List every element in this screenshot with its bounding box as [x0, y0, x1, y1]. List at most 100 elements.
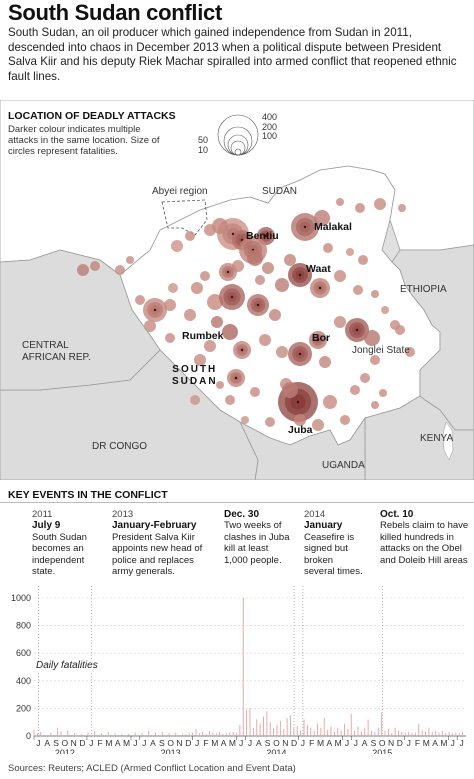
event-3: Dec. 30 Two weeks of clashes in Juba kil… — [224, 509, 302, 566]
attack-circle — [282, 382, 298, 398]
label-car: CENTRAL AFRICAN REP. — [22, 340, 91, 364]
attack-circle — [390, 320, 400, 330]
attack-circle — [381, 306, 389, 314]
events-divider — [0, 502, 474, 503]
attack-circle — [262, 262, 274, 274]
month-tick-label: F — [203, 738, 208, 748]
month-tick-label: M — [211, 738, 218, 748]
month-tick-label: F — [309, 738, 314, 748]
month-tick-label: J — [301, 738, 305, 748]
legend-note-line: circles represent fatalities. — [8, 146, 160, 157]
label-jonglei: Jonglei State — [352, 345, 410, 356]
attack-circle — [250, 387, 260, 397]
month-tick-label: F — [98, 738, 103, 748]
size-legend-labels-left: 50 10 — [198, 136, 208, 155]
event-date: Dec. 30 — [224, 509, 302, 520]
attack-circle — [77, 264, 89, 276]
attack-circle — [126, 256, 134, 264]
month-tick-label: O — [167, 738, 174, 748]
legend-label-100: 100 — [262, 132, 277, 142]
attack-circle — [334, 316, 346, 328]
attack-circle — [323, 243, 333, 253]
y-tick-label: 0 — [26, 731, 31, 741]
attack-circle-center — [297, 401, 299, 403]
attack-circle — [355, 203, 365, 213]
event-text: signed but — [304, 543, 376, 554]
event-text: broken — [304, 555, 376, 566]
event-date: July 9 — [32, 520, 112, 531]
attack-circle — [371, 401, 379, 409]
city-malakal: Malakal — [314, 221, 352, 233]
event-year: 2011 — [32, 509, 112, 520]
attack-circle — [225, 395, 235, 405]
attack-circle — [340, 415, 350, 425]
event-text: Two weeks of — [224, 520, 302, 531]
event-text: appoints new head of — [112, 543, 220, 554]
attack-circle — [259, 334, 271, 346]
attack-circle-center — [304, 226, 306, 228]
attack-circle — [185, 231, 195, 241]
attack-circle — [222, 324, 238, 340]
city-bentiu: Bentiu — [246, 230, 279, 242]
attack-circle-center — [299, 353, 301, 355]
event-year: 2014 — [304, 509, 376, 520]
attack-circle — [247, 250, 263, 266]
attack-circle — [241, 416, 249, 424]
month-tick-label: A — [362, 738, 368, 748]
month-tick-label: J — [451, 738, 455, 748]
month-tick-label: S — [159, 738, 165, 748]
month-tick-label: S — [53, 738, 59, 748]
attack-circle — [171, 240, 183, 252]
month-tick-label: M — [423, 738, 430, 748]
event-text: several times. — [304, 566, 376, 577]
month-tick-label: N — [176, 738, 182, 748]
attack-circle — [371, 290, 379, 298]
attack-circle-center — [241, 349, 243, 351]
attack-circle-center — [231, 296, 233, 298]
month-tick-label: M — [105, 738, 112, 748]
event-text: Ceasefire is — [304, 532, 376, 543]
month-tick-label: N — [388, 738, 394, 748]
attack-circle — [165, 333, 175, 343]
attack-circle — [275, 278, 289, 292]
month-tick-label: D — [185, 738, 191, 748]
event-text: police and replaces — [112, 555, 220, 566]
y-tick-label: 600 — [16, 648, 31, 658]
event-date: January-February — [112, 520, 220, 531]
month-tick-label: M — [335, 738, 342, 748]
month-tick-label: O — [273, 738, 280, 748]
map-heading: LOCATION OF DEADLY ATTACKS — [8, 110, 176, 122]
month-tick-label: J — [239, 738, 243, 748]
y-tick-label: 400 — [16, 676, 31, 686]
event-text: and Doleib Hill areas — [380, 555, 474, 566]
attack-circle — [255, 275, 265, 285]
label-south-sudan-line: SOUTH — [172, 364, 218, 376]
attack-circle — [360, 373, 370, 383]
month-tick-label: J — [36, 738, 40, 748]
label-south-sudan: SOUTH SUDAN — [172, 364, 218, 388]
attack-circle-center — [319, 287, 321, 289]
label-uganda: UGANDA — [322, 460, 365, 471]
month-tick-label: M — [123, 738, 130, 748]
attack-circle — [358, 255, 368, 265]
event-date: January — [304, 520, 376, 531]
month-tick-label: J — [89, 738, 93, 748]
event-text: kill at least — [224, 543, 302, 554]
attack-circle — [364, 330, 380, 346]
month-tick-label: M — [440, 738, 447, 748]
legend-note-line: attacks in the same location. Size of — [8, 135, 160, 146]
event-text: independent — [32, 555, 112, 566]
month-tick-label: J — [248, 738, 252, 748]
month-tick-label: N — [282, 738, 288, 748]
label-sudan: SUDAN — [262, 186, 297, 197]
attack-circle — [336, 198, 344, 206]
label-kenya: KENYA — [420, 433, 453, 444]
legend-note-line: Darker colour indicates multiple — [8, 124, 160, 135]
month-tick-label: A — [432, 738, 438, 748]
month-tick-label: A — [115, 738, 121, 748]
attack-circle-center — [299, 274, 301, 276]
label-drcongo: DR CONGO — [92, 441, 147, 452]
year-label: 2014 — [266, 748, 286, 754]
attack-circle — [312, 419, 324, 431]
city-rumbek: Rumbek — [182, 330, 223, 342]
